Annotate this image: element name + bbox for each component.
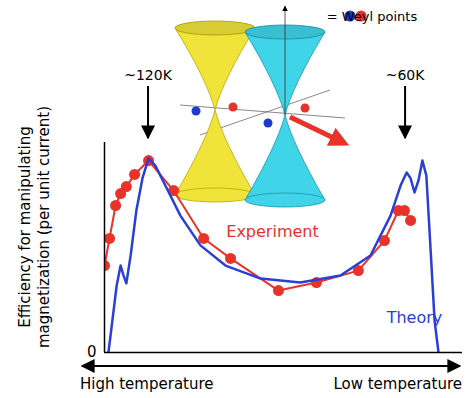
svg-text:~60K: ~60K xyxy=(386,67,426,83)
svg-text:Experiment: Experiment xyxy=(226,222,318,241)
svg-text:Theory: Theory xyxy=(386,308,443,327)
svg-text:Low temperature: Low temperature xyxy=(333,375,462,393)
svg-text:0: 0 xyxy=(87,343,97,361)
svg-text:~120K: ~120K xyxy=(124,67,172,83)
svg-text:High temperature: High temperature xyxy=(80,375,214,393)
svg-text:Efficiency for manipulating: Efficiency for manipulating xyxy=(16,126,34,327)
svg-text:magnetization (per unit curren: magnetization (per unit current) xyxy=(35,106,53,348)
svg-text:= Weyl points: = Weyl points xyxy=(327,9,418,24)
